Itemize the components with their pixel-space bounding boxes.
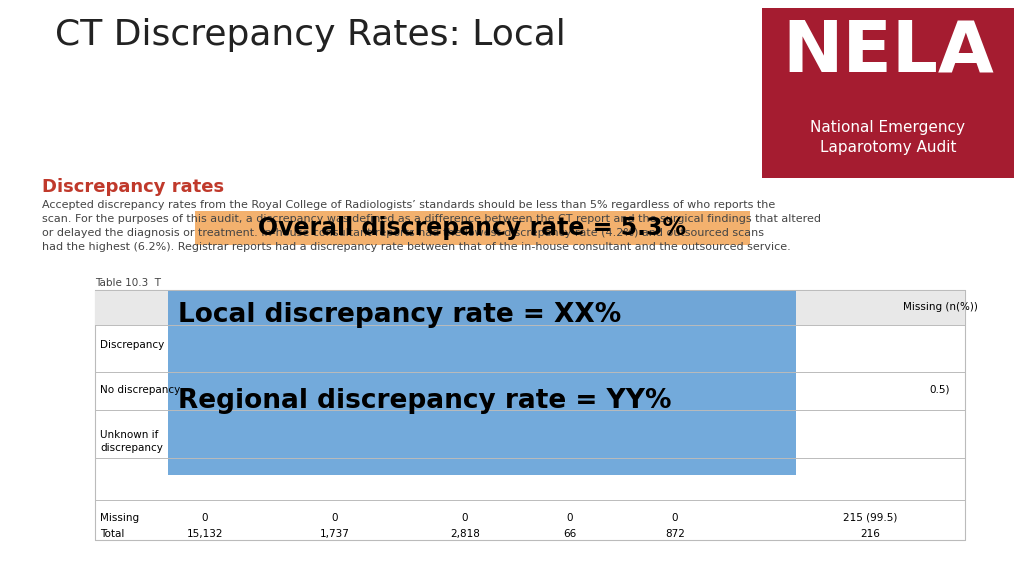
Text: CT Discrepancy Rates: Local: CT Discrepancy Rates: Local bbox=[55, 18, 565, 52]
Text: Regional discrepancy rate = YY%: Regional discrepancy rate = YY% bbox=[178, 388, 672, 414]
Text: 0: 0 bbox=[566, 513, 573, 523]
Text: 1,737: 1,737 bbox=[321, 529, 350, 539]
FancyBboxPatch shape bbox=[195, 211, 750, 245]
Text: or delayed the diagnosis or treatment. In-house consultant reports had the lowes: or delayed the diagnosis or treatment. I… bbox=[42, 228, 764, 238]
Text: Unknown if: Unknown if bbox=[100, 430, 159, 440]
Text: 2,818: 2,818 bbox=[451, 529, 480, 539]
Text: Discrepancy rates: Discrepancy rates bbox=[42, 178, 224, 196]
Text: Missing (n(%)): Missing (n(%)) bbox=[902, 302, 978, 312]
Text: Total: Total bbox=[100, 529, 124, 539]
Text: scan. For the purposes of this audit, a discrepancy was defined as a difference : scan. For the purposes of this audit, a … bbox=[42, 214, 821, 224]
Text: National Emergency: National Emergency bbox=[811, 120, 966, 135]
Text: 216: 216 bbox=[860, 529, 880, 539]
Text: discrepancy: discrepancy bbox=[100, 443, 163, 453]
Text: 872: 872 bbox=[665, 529, 685, 539]
Text: 0: 0 bbox=[332, 513, 338, 523]
Text: 15,132: 15,132 bbox=[186, 529, 223, 539]
FancyBboxPatch shape bbox=[95, 290, 965, 325]
Text: 0.5): 0.5) bbox=[930, 385, 950, 395]
Text: 0: 0 bbox=[462, 513, 468, 523]
Text: had the highest (6.2%). Registrar reports had a discrepancy rate between that of: had the highest (6.2%). Registrar report… bbox=[42, 242, 791, 252]
Text: No discrepancy: No discrepancy bbox=[100, 385, 180, 395]
Text: 215 (99.5): 215 (99.5) bbox=[843, 513, 897, 523]
Text: 66: 66 bbox=[563, 529, 577, 539]
Text: Table 10.3  T: Table 10.3 T bbox=[95, 278, 161, 288]
FancyBboxPatch shape bbox=[168, 290, 796, 475]
FancyBboxPatch shape bbox=[762, 8, 1014, 178]
Text: Accepted discrepancy rates from the Royal College of Radiologists’ standards sho: Accepted discrepancy rates from the Roya… bbox=[42, 200, 775, 210]
Text: Local discrepancy rate = XX%: Local discrepancy rate = XX% bbox=[178, 302, 622, 328]
Text: Discrepancy: Discrepancy bbox=[100, 340, 164, 350]
Text: Missing: Missing bbox=[100, 513, 139, 523]
Text: 0: 0 bbox=[202, 513, 208, 523]
Text: Laparotomy Audit: Laparotomy Audit bbox=[820, 140, 956, 155]
Text: Overall discrepancy rate = 5.3%: Overall discrepancy rate = 5.3% bbox=[258, 216, 686, 240]
Text: 0: 0 bbox=[672, 513, 678, 523]
FancyBboxPatch shape bbox=[95, 290, 965, 540]
Text: NELA: NELA bbox=[782, 18, 994, 87]
